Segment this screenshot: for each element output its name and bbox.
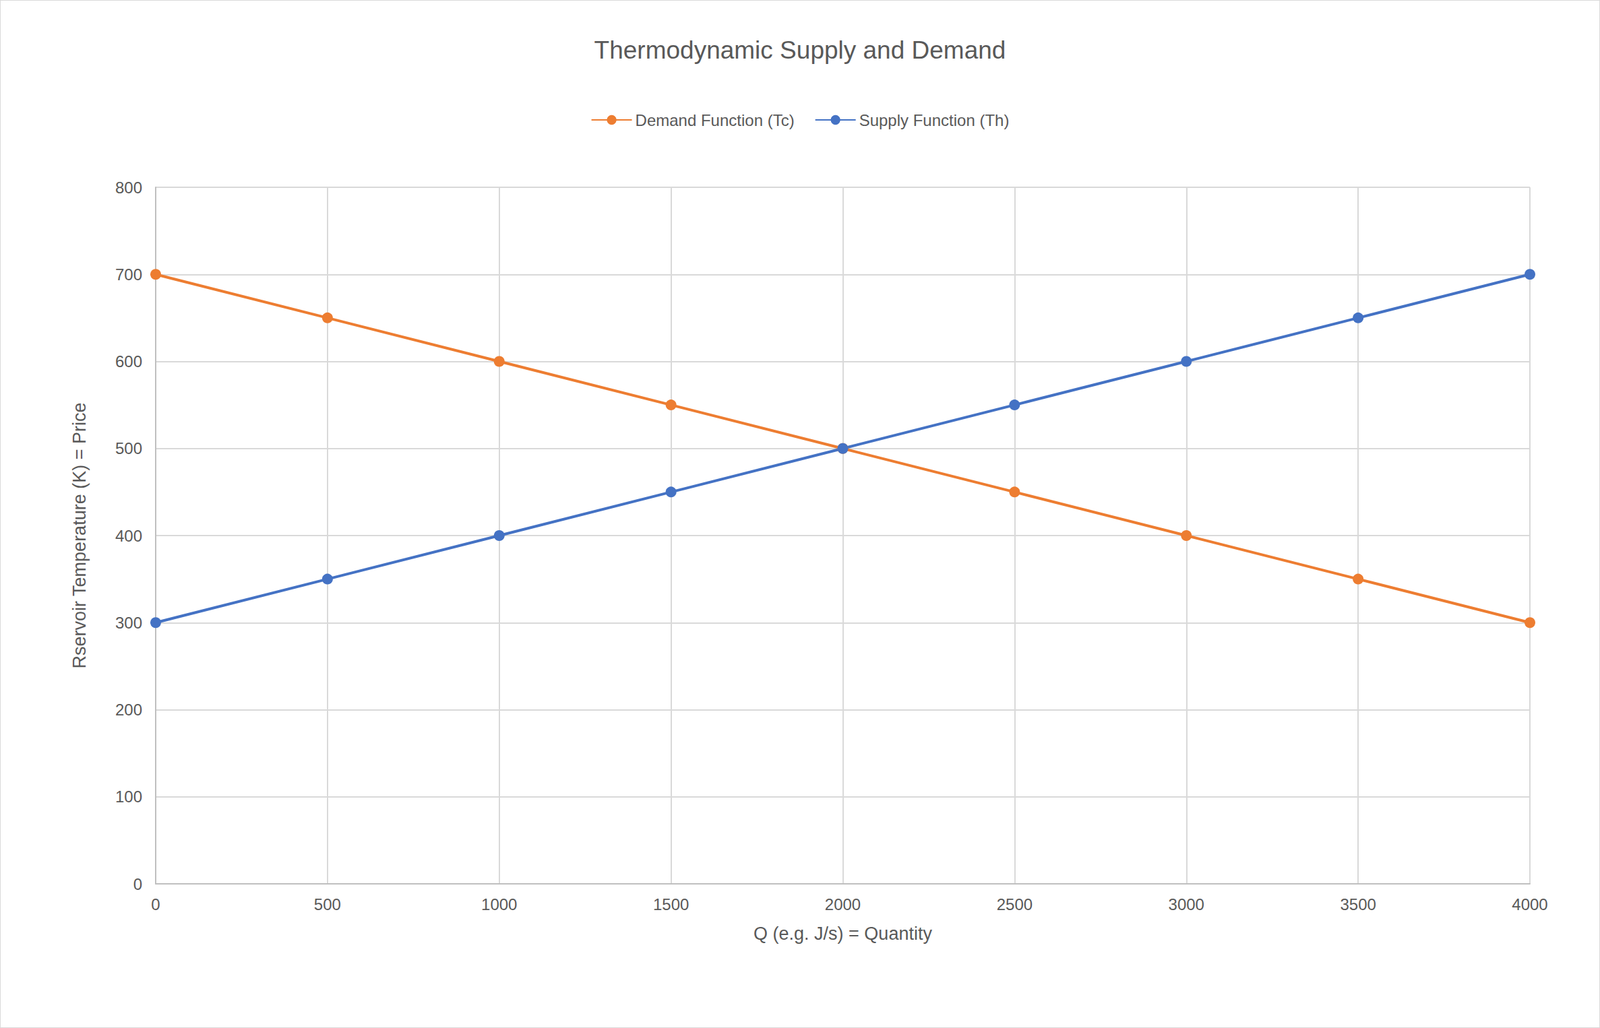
svg-text:Supply Function (Th): Supply Function (Th)	[859, 111, 1010, 130]
svg-text:700: 700	[115, 265, 143, 284]
svg-text:2000: 2000	[824, 895, 861, 914]
svg-text:3500: 3500	[1339, 895, 1376, 914]
svg-text:Rservoir Temperature (K) = Pri: Rservoir Temperature (K) = Price	[69, 403, 90, 670]
svg-text:3000: 3000	[1168, 895, 1205, 914]
svg-text:Demand Function (Tc): Demand Function (Tc)	[635, 111, 795, 130]
svg-text:0: 0	[150, 895, 160, 914]
svg-text:200: 200	[115, 700, 143, 720]
svg-text:500: 500	[115, 439, 143, 458]
svg-text:1000: 1000	[481, 895, 517, 914]
svg-text:2500: 2500	[996, 895, 1033, 914]
svg-text:4000: 4000	[1511, 895, 1548, 914]
svg-text:400: 400	[115, 527, 143, 546]
svg-text:600: 600	[115, 352, 143, 371]
svg-text:100: 100	[115, 787, 143, 807]
svg-text:500: 500	[314, 895, 342, 914]
svg-text:Thermodynamic Supply and Deman: Thermodynamic Supply and Demand	[594, 36, 1007, 65]
svg-text:Q (e.g. J/s) = Quantity: Q (e.g. J/s) = Quantity	[753, 924, 933, 945]
svg-text:0: 0	[133, 875, 143, 894]
svg-text:800: 800	[115, 178, 143, 197]
svg-text:1500: 1500	[653, 895, 689, 914]
svg-text:300: 300	[115, 613, 143, 633]
